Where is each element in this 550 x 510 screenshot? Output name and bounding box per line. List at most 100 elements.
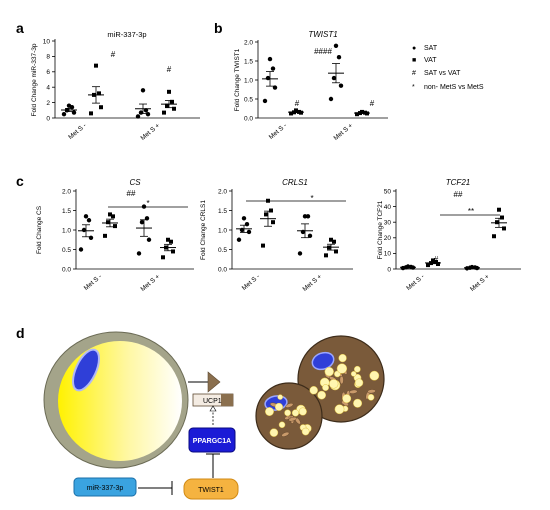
data-point-vat — [324, 253, 328, 258]
y-tick-label: 0.0 — [218, 266, 227, 273]
y-tick-label: 6 — [46, 69, 50, 76]
data-point-sat — [136, 251, 142, 256]
data-point-vat — [166, 237, 170, 242]
data-point-sat — [262, 98, 268, 104]
group-label: Met S + — [301, 273, 323, 293]
data-point-vat — [167, 89, 171, 94]
data-point-sat — [244, 221, 250, 227]
white-adipocyte-icon — [43, 331, 189, 469]
data-point-sat — [71, 110, 77, 115]
ucp1-label: UCP1 — [203, 398, 222, 405]
data-point-sat — [139, 220, 145, 225]
data-point-vat — [355, 112, 359, 117]
lipid-droplet-icon — [369, 370, 380, 381]
legend-label-sat-vs-vat: SAT vs VAT — [424, 70, 461, 77]
lipid-droplet-icon — [278, 421, 286, 429]
y-tick-label: 0 — [46, 115, 50, 122]
legend-marker-vat: ■ — [412, 57, 416, 64]
conversion-arrow-icon — [188, 371, 221, 393]
data-point-vat — [329, 237, 333, 242]
data-point-sat — [307, 233, 313, 239]
data-point-vat — [161, 255, 165, 260]
y-axis-label: Fold Change TCF21 — [377, 200, 384, 259]
chart-title: CRLS1 — [282, 178, 308, 187]
y-axis-label: Fold Change CRLS1 — [200, 200, 207, 260]
y-tick-label: 1.5 — [218, 208, 227, 215]
data-point-sat — [333, 43, 339, 48]
data-point-sat — [145, 111, 151, 117]
significance-marker: # — [370, 99, 375, 108]
data-point-vat — [294, 108, 298, 113]
data-point-vat — [106, 220, 110, 225]
significance-marker: * — [310, 194, 313, 203]
data-point-vat — [297, 109, 301, 114]
group-label: Met S + — [139, 273, 161, 293]
data-point-vat — [492, 234, 496, 239]
significance-marker: # — [295, 99, 300, 108]
data-point-sat — [300, 229, 306, 235]
data-point-sat — [270, 66, 276, 71]
group-label: Met S - — [405, 273, 426, 292]
data-point-sat — [331, 75, 337, 81]
group-label: Met S - — [83, 273, 104, 292]
lipid-droplet-icon — [334, 404, 345, 415]
lipid-droplet-icon — [350, 371, 357, 377]
chart-tcf21: 0 10 20 30 40 50 TCF21 Fold Change TCF21 Met S -… — [377, 178, 521, 293]
chart-cs: 0.0 0.5 1.0 1.5 2.0 CS Fold Change CS Met S - Me… — [36, 178, 194, 293]
lipid-droplet-icon — [336, 363, 348, 374]
data-point-sat — [66, 103, 72, 108]
diagram: UCP1 PPARGC1A TWIST1 miR-337-3p — [43, 331, 385, 500]
mitochondrion-icon — [288, 416, 297, 422]
data-point-sat — [336, 55, 342, 60]
data-point-vat — [264, 212, 268, 217]
data-point-vat — [271, 220, 275, 225]
data-point-vat — [429, 261, 433, 266]
y-tick-label: 1.5 — [244, 58, 253, 65]
significance-marker: ** — [468, 207, 474, 216]
chart-title: TCF21 — [446, 178, 470, 187]
y-axis-label: Fold Change CS — [36, 205, 43, 254]
data-point-sat — [143, 108, 149, 113]
data-point-sat — [61, 111, 67, 117]
legend-marker-mets: * — [412, 84, 415, 91]
chart-crls1: 0.0 0.5 1.0 1.5 2.0 CRLS1 Fold Change CRLS1 Met… — [200, 178, 353, 293]
legend-label-sat: SAT — [424, 45, 438, 52]
data-point-vat — [327, 245, 331, 250]
ppargc1a-box: PPARGC1A — [188, 427, 236, 453]
data-point-sat — [138, 110, 144, 115]
data-point-sat — [302, 214, 308, 219]
legend-marker-sat: ● — [412, 45, 416, 52]
mitochondrion-icon — [367, 389, 376, 394]
y-tick-label: 10 — [384, 251, 392, 258]
y-tick-label: 1.0 — [218, 227, 227, 234]
ppargc1a-label: PPARGC1A — [193, 438, 231, 445]
data-point-sat — [267, 56, 273, 62]
data-point-vat — [169, 239, 173, 244]
lipid-droplet-icon — [342, 394, 352, 404]
data-point-vat — [426, 263, 430, 268]
data-point-vat — [289, 111, 293, 116]
data-point-vat — [165, 103, 169, 108]
legend-label-mets: non- MetS vs MetS — [424, 84, 484, 91]
data-point-sat — [140, 88, 146, 93]
y-tick-label: 1.0 — [62, 227, 71, 234]
data-point-vat — [269, 208, 273, 213]
data-point-vat — [332, 239, 336, 244]
y-tick-label: 0 — [387, 266, 391, 273]
significance-marker: # — [434, 255, 439, 264]
data-point-sat — [83, 214, 89, 219]
data-point-vat — [500, 215, 504, 220]
data-point-vat — [261, 243, 265, 248]
chart-twist1: 0.0 0.5 1.0 1.5 2.0 TWIST1 Fold Change TWIST1 M… — [234, 30, 388, 142]
data-point-vat — [113, 224, 117, 229]
y-tick-label: 0.5 — [244, 96, 253, 103]
data-point-sat — [86, 218, 92, 223]
data-point-vat — [497, 207, 501, 212]
data-point-sat — [88, 235, 94, 240]
data-point-vat — [164, 245, 168, 250]
y-tick-label: 20 — [384, 235, 392, 242]
y-tick-label: 2 — [46, 100, 50, 107]
data-point-sat — [338, 83, 344, 88]
y-tick-label: 0.0 — [244, 115, 253, 122]
